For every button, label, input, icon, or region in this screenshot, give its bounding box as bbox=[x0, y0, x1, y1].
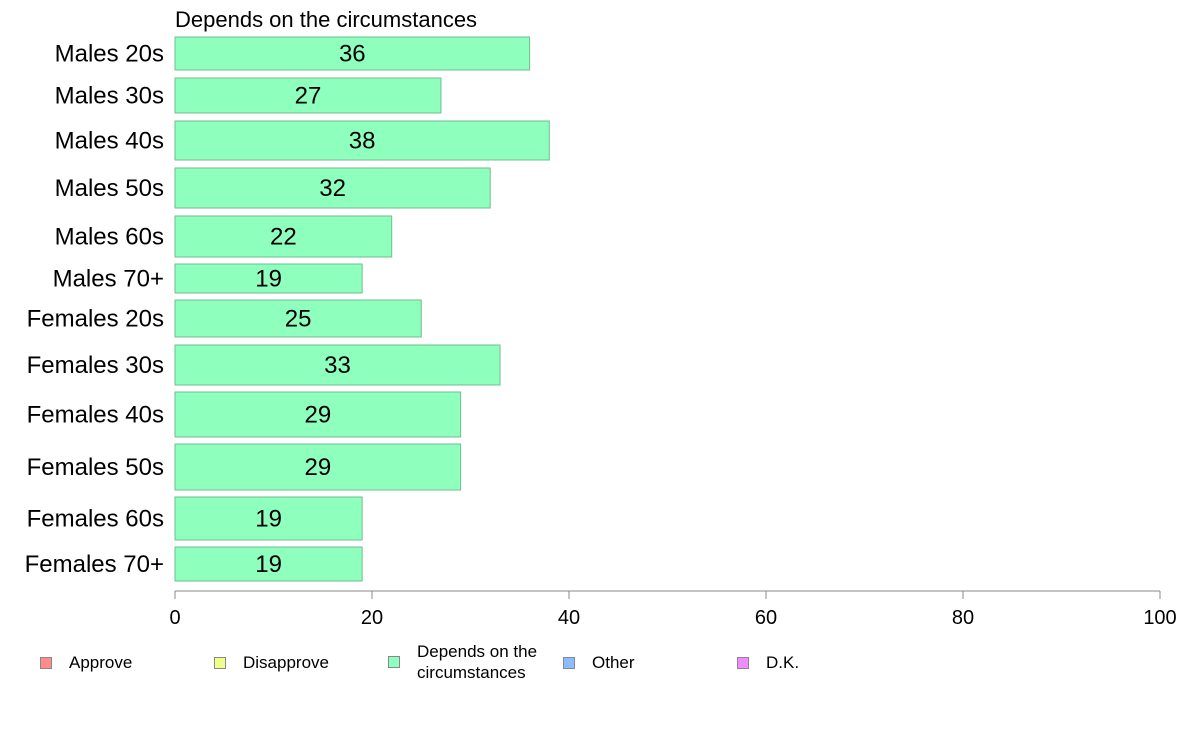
legend-label-depends: Depends on the circumstances bbox=[417, 642, 538, 682]
legend-swatch-approve bbox=[40, 656, 52, 669]
bar-females-70 bbox=[174, 546, 363, 582]
bar-females-40s bbox=[174, 391, 462, 438]
value-label-females-30s: 33 bbox=[324, 352, 351, 379]
bar-males-30s bbox=[174, 77, 442, 114]
legend-swatch-disapprove bbox=[214, 656, 226, 669]
legend-item-other: Other bbox=[563, 652, 635, 673]
legend-label-other: Other bbox=[592, 653, 635, 672]
bar-males-20s bbox=[174, 36, 531, 71]
bar-males-60s bbox=[174, 215, 393, 258]
x-tick-label-20: 20 bbox=[361, 607, 383, 629]
bar-females-50s bbox=[174, 443, 462, 491]
category-label-males-30s: Males 30s bbox=[55, 83, 164, 110]
bar-males-50s bbox=[174, 167, 491, 209]
value-label-females-40s: 29 bbox=[304, 402, 331, 429]
legend-item-approve: Approve bbox=[40, 652, 132, 673]
legend-label-disapprove: Disapprove bbox=[243, 653, 329, 672]
bar-females-20s bbox=[174, 299, 422, 338]
value-label-males-50s: 32 bbox=[319, 175, 346, 202]
legend-item-disapprove: Disapprove bbox=[214, 652, 329, 673]
category-label-females-20s: Females 20s bbox=[27, 306, 164, 333]
value-label-males-40s: 38 bbox=[349, 128, 376, 155]
category-label-females-40s: Females 40s bbox=[27, 402, 164, 429]
value-label-males-70: 19 bbox=[255, 266, 282, 293]
category-label-males-40s: Males 40s bbox=[55, 128, 164, 155]
value-label-females-50s: 29 bbox=[304, 454, 331, 481]
legend-swatch-other bbox=[563, 656, 575, 669]
category-label-males-50s: Males 50s bbox=[55, 175, 164, 202]
value-label-males-20s: 36 bbox=[339, 41, 366, 68]
category-label-males-60s: Males 60s bbox=[55, 224, 164, 251]
bar-males-40s bbox=[174, 120, 550, 161]
bar-females-60s bbox=[174, 496, 363, 541]
legend-label-approve: Approve bbox=[69, 653, 133, 672]
x-tick-label-40: 40 bbox=[558, 607, 580, 629]
legend-swatch-depends bbox=[388, 656, 400, 668]
category-label-females-50s: Females 50s bbox=[27, 454, 164, 481]
category-label-females-60s: Females 60s bbox=[27, 506, 164, 533]
legend: Approve Disapprove Depends on the circum… bbox=[0, 640, 1188, 690]
bar-males-70 bbox=[174, 263, 363, 294]
category-label-females-30s: Females 30s bbox=[27, 352, 164, 379]
chart-title: Depends on the circumstances bbox=[175, 7, 477, 32]
value-label-females-70: 19 bbox=[255, 551, 282, 578]
legend-swatch-dk bbox=[737, 656, 749, 669]
legend-item-dk: D.K. bbox=[737, 652, 799, 673]
x-tick-label-100: 100 bbox=[1143, 607, 1176, 629]
value-label-females-20s: 25 bbox=[285, 306, 312, 333]
value-label-males-60s: 22 bbox=[270, 224, 297, 251]
category-label-females-70: Females 70+ bbox=[25, 551, 164, 578]
category-label-males-20s: Males 20s bbox=[55, 41, 164, 68]
bar-chart: Depends on the circumstances 36 Males 20s… bbox=[25, 7, 1177, 629]
legend-label-dk: D.K. bbox=[766, 653, 800, 672]
category-label-males-70: Males 70+ bbox=[53, 266, 164, 293]
x-tick-label-0: 0 bbox=[169, 607, 180, 629]
x-tick-label-80: 80 bbox=[952, 607, 974, 629]
value-label-males-30s: 27 bbox=[295, 83, 322, 110]
x-tick-label-60: 60 bbox=[755, 607, 777, 629]
legend-item-depends: Depends on the circumstances bbox=[388, 641, 557, 683]
bar-females-30s bbox=[174, 344, 501, 386]
value-label-females-60s: 19 bbox=[255, 506, 282, 533]
